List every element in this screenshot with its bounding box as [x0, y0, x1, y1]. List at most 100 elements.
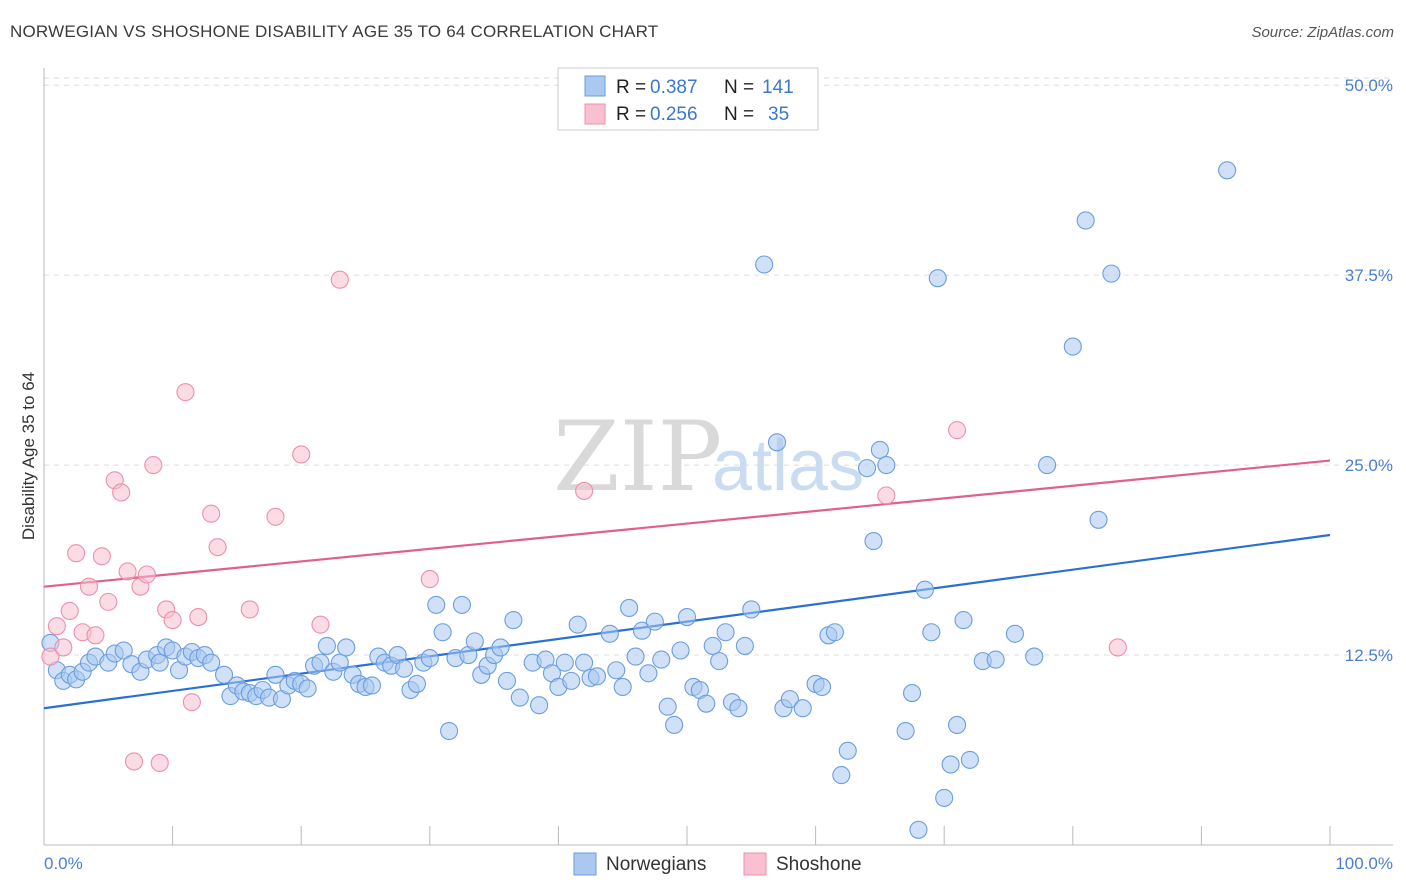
axes	[43, 68, 1393, 846]
data-point-norwegians	[1076, 211, 1095, 230]
data-point-norwegians	[407, 674, 426, 693]
data-point-norwegians	[742, 600, 761, 619]
data-point-shoshone	[144, 456, 163, 475]
x-tick-label-min: 0.0%	[44, 854, 83, 873]
data-point-norwegians	[1038, 456, 1057, 475]
data-point-norwegians	[902, 683, 922, 703]
data-point-norwegians	[465, 632, 484, 651]
data-point-shoshone	[163, 611, 182, 630]
x-tick-labels: 0.0% 100.0%	[44, 854, 1393, 873]
data-point-norwegians	[658, 697, 677, 716]
watermark: ZIP atlas	[553, 401, 864, 513]
legend-n-label-1: N =	[724, 77, 754, 98]
data-point-shoshone	[47, 617, 66, 636]
data-point-shoshone	[189, 608, 208, 627]
data-point-norwegians	[562, 671, 581, 690]
y-tick-label: 25.0%	[1345, 456, 1393, 475]
data-point-norwegians	[864, 532, 883, 551]
legend-r-label-1: R =	[616, 77, 646, 98]
data-point-norwegians	[677, 608, 697, 627]
data-point-norwegians	[960, 750, 979, 769]
data-point-norwegians	[497, 671, 517, 690]
data-point-shoshone	[176, 383, 195, 402]
data-point-norwegians	[652, 650, 671, 669]
data-point-norwegians	[600, 624, 619, 643]
series-legend: Norwegians Shoshone	[573, 852, 862, 876]
legend-r-label-2: R =	[616, 104, 646, 125]
data-point-norwegians	[928, 269, 947, 288]
legend-n-value-1: 141	[762, 77, 794, 98]
data-point-norwegians	[671, 641, 690, 660]
grid-lines	[44, 77, 1393, 656]
series-legend-label-norwegians: Norwegians	[606, 854, 706, 875]
data-point-shoshone	[266, 507, 285, 526]
legend-swatch-shoshone	[584, 103, 606, 125]
data-point-norwegians	[620, 598, 639, 617]
data-point-norwegians	[420, 649, 439, 668]
data-point-norwegians	[922, 623, 941, 642]
data-point-norwegians	[452, 595, 472, 614]
chart-source: Source: ZipAtlas.com	[1251, 24, 1394, 41]
data-point-shoshone	[330, 270, 349, 289]
data-point-norwegians	[665, 715, 684, 735]
data-point-norwegians	[832, 766, 851, 785]
chart-title: NORWEGIAN VS SHOSHONE DISABILITY AGE 35 …	[10, 22, 659, 41]
data-point-shoshone	[240, 600, 259, 619]
data-point-shoshone	[420, 570, 439, 589]
data-point-shoshone	[67, 544, 86, 563]
series-legend-swatch-norwegians	[573, 852, 597, 876]
data-point-shoshone	[1108, 638, 1127, 657]
y-tick-label: 50.0%	[1345, 76, 1393, 95]
data-point-shoshone	[92, 547, 111, 566]
data-point-norwegians	[954, 611, 973, 630]
data-point-norwegians	[825, 623, 844, 642]
y-axis-label: Disability Age 35 to 64	[19, 372, 38, 540]
data-point-norwegians	[1218, 161, 1237, 180]
data-point-shoshone	[54, 638, 73, 657]
data-point-norwegians	[986, 650, 1005, 669]
data-point-shoshone	[575, 481, 594, 500]
data-point-shoshone	[137, 565, 156, 584]
data-point-norwegians	[632, 621, 652, 640]
data-point-norwegians	[1102, 264, 1121, 283]
data-point-norwegians	[427, 595, 446, 614]
data-point-norwegians	[915, 580, 934, 599]
trend-line-shoshone	[43, 459, 1331, 588]
data-point-norwegians	[755, 255, 774, 274]
series-legend-label-shoshone: Shoshone	[776, 854, 862, 875]
data-point-norwegians	[909, 820, 928, 839]
y-tick-label: 12.5%	[1345, 646, 1393, 665]
data-point-norwegians	[311, 653, 330, 672]
data-point-norwegians	[214, 665, 234, 684]
data-point-norwegians	[1089, 510, 1108, 529]
data-point-shoshone	[202, 504, 221, 523]
data-point-norwegians	[298, 679, 317, 698]
data-point-norwegians	[767, 433, 787, 452]
data-point-norwegians	[645, 612, 664, 631]
data-point-norwegians	[568, 615, 587, 634]
data-point-norwegians	[491, 638, 510, 657]
data-point-norwegians	[440, 721, 459, 741]
data-point-norwegians	[330, 653, 349, 672]
data-point-norwegians	[607, 661, 626, 680]
data-points	[41, 161, 1237, 839]
data-point-norwegians	[838, 741, 857, 760]
data-point-norwegians	[793, 699, 812, 718]
legend-swatch-norwegians	[584, 75, 606, 97]
data-point-shoshone	[60, 601, 79, 621]
data-point-shoshone	[182, 693, 201, 712]
series-legend-swatch-shoshone	[743, 852, 767, 876]
data-point-norwegians	[710, 652, 729, 671]
data-point-norwegians	[1005, 624, 1024, 643]
data-point-shoshone	[948, 421, 967, 440]
data-point-norwegians	[575, 653, 594, 672]
data-point-norwegians	[266, 665, 285, 684]
data-point-norwegians	[729, 699, 748, 718]
legend-r-value-1: 0.387	[650, 77, 698, 98]
data-point-norwegians	[114, 641, 133, 660]
data-point-norwegians	[587, 667, 607, 686]
legend-r-value-2: 0.256	[650, 104, 698, 125]
data-point-norwegians	[337, 638, 356, 657]
data-point-shoshone	[99, 592, 118, 611]
